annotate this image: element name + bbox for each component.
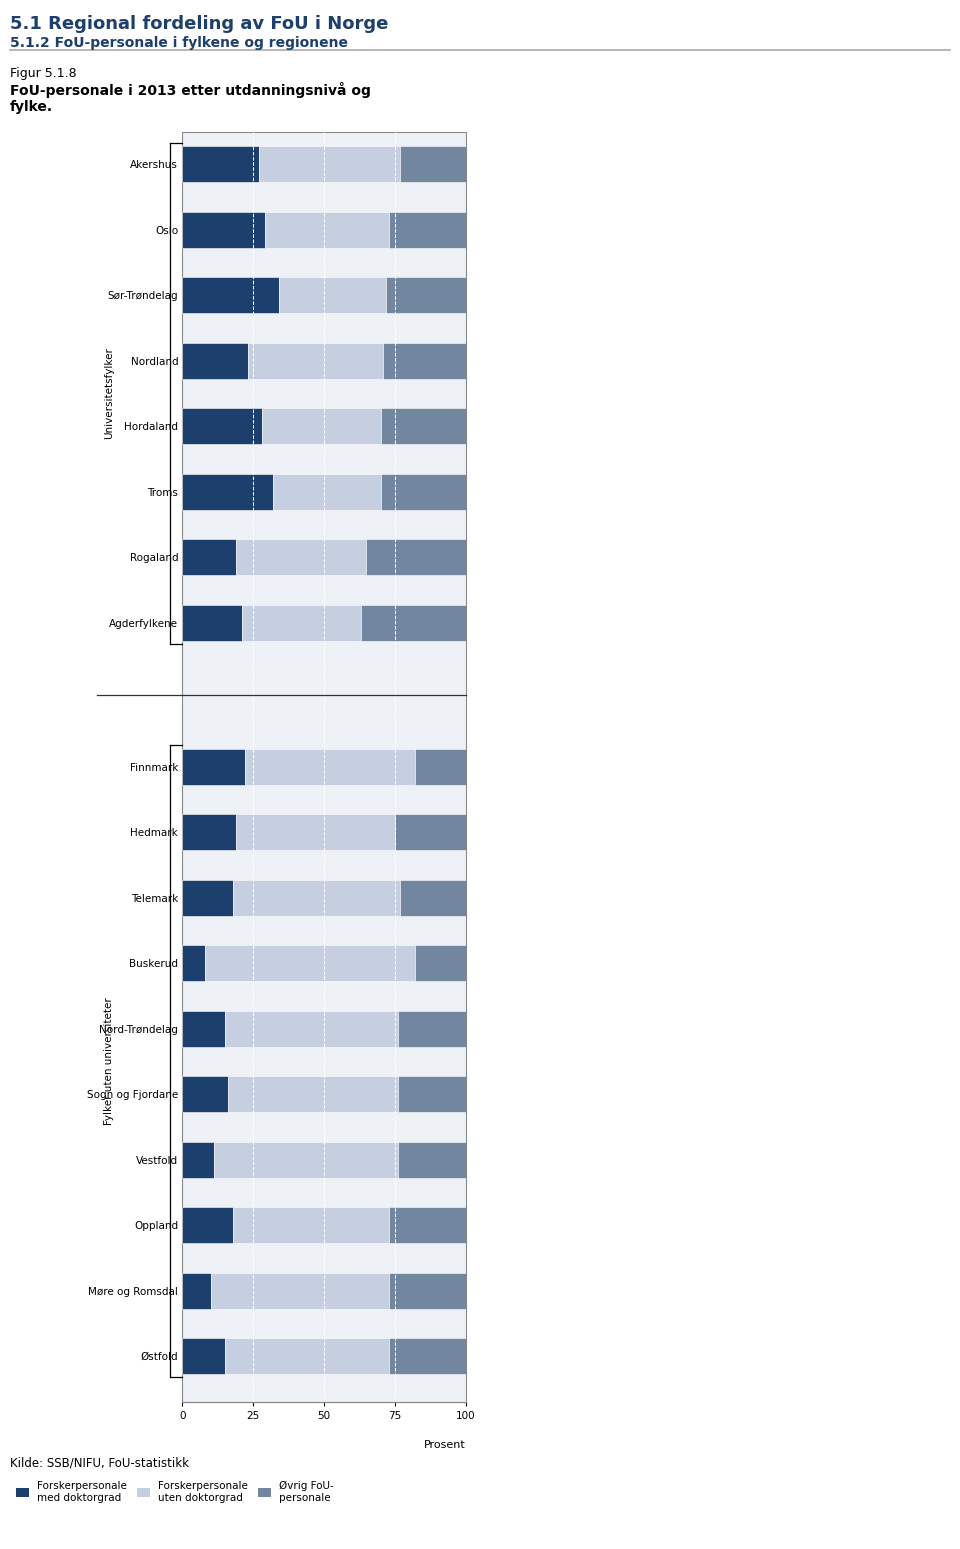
Bar [182,1338,225,1374]
Bar [233,880,400,915]
Bar [205,945,415,981]
Text: Figur 5.1.8: Figur 5.1.8 [10,67,76,79]
Legend: Forskerpersonale
med doktorgrad, Forskerpersonale
uten doktorgrad, Øvrig FoU-
pe: Forskerpersonale med doktorgrad, Forsker… [12,1476,338,1507]
Bar [361,604,466,641]
Bar [389,212,466,248]
Bar [415,945,466,981]
Bar [182,474,273,510]
Bar [182,604,242,641]
Bar [400,880,466,915]
Bar [182,1207,233,1242]
Bar [262,409,380,445]
Text: FoU-personale i 2013 etter utdanningsnivå og
fylke.: FoU-personale i 2013 etter utdanningsniv… [10,82,371,115]
Bar [233,1207,389,1242]
Bar [400,147,466,183]
Text: Fylker uten universiteter: Fylker uten universiteter [104,998,114,1125]
Bar [225,1338,389,1374]
Bar [395,815,466,850]
Bar [397,1010,466,1047]
Bar [278,277,386,313]
Bar [415,748,466,785]
Bar [225,1010,397,1047]
Bar [383,342,466,380]
Bar [182,945,205,981]
Bar [380,409,466,445]
Bar [389,1273,466,1309]
Bar [259,147,400,183]
Bar [236,815,395,850]
Text: 5.1 Regional fordeling av FoU i Norge: 5.1 Regional fordeling av FoU i Norge [10,15,388,34]
Bar [397,1077,466,1112]
Bar [182,409,262,445]
Bar [182,147,259,183]
Bar [182,212,265,248]
Bar [182,1273,211,1309]
Bar [182,748,245,785]
Bar [242,604,361,641]
Bar [182,815,236,850]
Text: Kilde: SSB/NIFU, FoU-statistikk: Kilde: SSB/NIFU, FoU-statistikk [10,1456,188,1468]
Bar [182,342,248,380]
Bar [265,212,389,248]
Bar [182,880,233,915]
Bar [397,1142,466,1177]
Bar [213,1142,397,1177]
Bar [386,277,466,313]
Bar [389,1338,466,1374]
Bar [182,1010,225,1047]
Bar [380,474,466,510]
Text: Universitetsfylker: Universitetsfylker [104,347,114,440]
Bar [182,1077,228,1112]
Bar [273,474,380,510]
Bar [182,1142,213,1177]
Bar [182,277,278,313]
Bar [228,1077,397,1112]
Bar [367,539,466,575]
Bar [211,1273,389,1309]
Bar [182,539,236,575]
Bar [389,1207,466,1242]
Bar [245,748,415,785]
Text: 5.1.2 FoU-personale i fylkene og regionene: 5.1.2 FoU-personale i fylkene og regione… [10,36,348,50]
Bar [248,342,383,380]
X-axis label: Prosent: Prosent [424,1441,466,1450]
Bar [236,539,367,575]
Bar [182,132,466,1402]
